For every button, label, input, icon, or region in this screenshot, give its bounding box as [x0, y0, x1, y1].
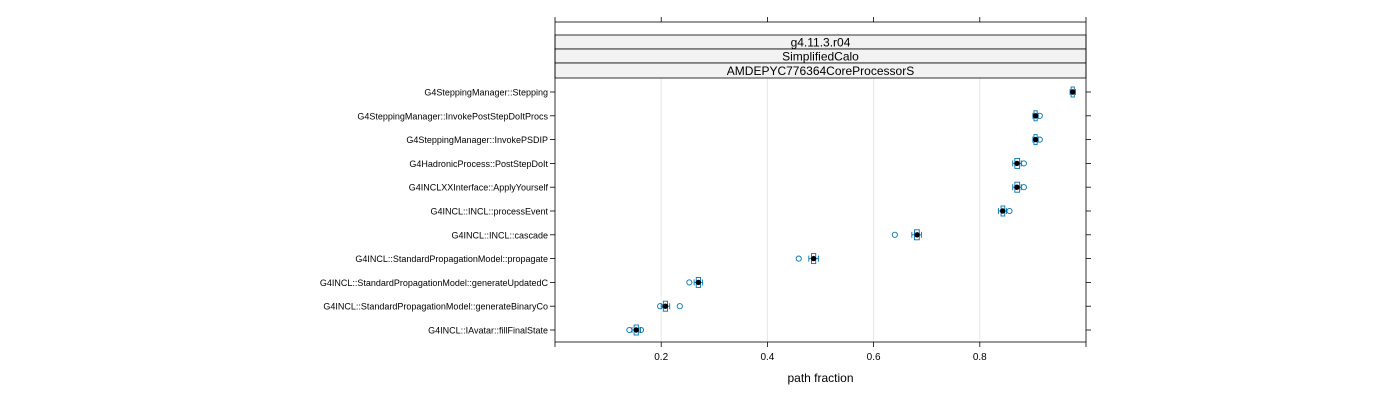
box-marks	[626, 86, 1076, 336]
box-1	[1069, 86, 1076, 98]
category-label-5: G4INCLXXInterface::ApplyYourself	[409, 183, 549, 193]
panel-strips: g4.11.3.r04 SimplifiedCalo AMDEPYC776364…	[554, 34, 1087, 79]
box-11	[626, 324, 645, 336]
category-label-3: G4SteppingManager::InvokePSDIP	[406, 135, 548, 145]
category-label-4: G4HadronicProcess::PostStepDoIt	[409, 159, 548, 169]
box-8	[795, 253, 819, 265]
box-2	[1032, 110, 1043, 122]
grid-lines	[660, 78, 981, 342]
median-dot-8	[810, 255, 817, 262]
box-7	[891, 229, 922, 241]
category-label-7: G4INCL::INCL::cascade	[451, 230, 548, 240]
outlier-7-1	[891, 231, 898, 238]
panel-frame	[554, 21, 1087, 343]
category-label-9: G4INCL::StandardPropagationModel::genera…	[320, 278, 549, 288]
category-labels: G4SteppingManager::SteppingG4SteppingMan…	[320, 88, 1091, 336]
median-dot-6	[999, 208, 1006, 214]
median-dot-2	[1032, 113, 1039, 119]
outlier-10-1	[657, 303, 664, 310]
category-label-8: G4INCL::StandardPropagationModel::propag…	[355, 254, 548, 264]
box-6	[997, 205, 1013, 217]
category-label-6: G4INCL::INCL::processEvent	[430, 207, 548, 217]
strip-2-label: SimplifiedCalo	[782, 50, 859, 64]
box-10	[657, 300, 683, 312]
category-label-2: G4SteppingManager::InvokePostStepDoItPro…	[357, 111, 548, 121]
outlier-10-2	[676, 303, 683, 310]
axis-ticks: 0.2 0.4 0.6 0.8	[554, 17, 1087, 363]
x-tick-label-4: 0.8	[973, 352, 987, 363]
median-dot-3	[1032, 136, 1039, 143]
outlier-11-1	[626, 326, 633, 334]
outlier-5-1	[1020, 184, 1027, 191]
category-label-1: G4SteppingManager::Stepping	[424, 88, 548, 98]
category-label-11: G4INCL::IAvatar::fillFinalState	[428, 326, 548, 336]
x-tick-label-2: 0.4	[760, 352, 774, 363]
category-label-10: G4INCL::StandardPropagationModel::genera…	[323, 302, 548, 312]
outlier-8-1	[795, 255, 802, 262]
median-dot-4	[1014, 160, 1020, 167]
box-3	[1032, 134, 1043, 146]
median-dot-10	[662, 303, 669, 309]
outlier-9-1	[686, 279, 693, 286]
median-dot-9	[695, 279, 702, 286]
median-dot-5	[1014, 184, 1020, 190]
box-4	[1012, 157, 1027, 169]
box-9	[686, 276, 704, 288]
outlier-4-1	[1020, 160, 1027, 167]
strip-1-label: g4.11.3.r04	[791, 36, 851, 50]
outlier-6-1	[1006, 207, 1013, 215]
x-tick-label-3: 0.6	[867, 352, 881, 363]
median-dot-7	[914, 232, 920, 238]
median-dot-11	[633, 327, 639, 333]
x-axis-title: path fraction	[787, 371, 853, 385]
median-dot-1	[1070, 89, 1076, 95]
strip-3-label: AMDEPYC776364CoreProcessorS	[727, 64, 914, 78]
box-5	[1012, 181, 1027, 193]
x-tick-label-1: 0.2	[654, 352, 668, 363]
